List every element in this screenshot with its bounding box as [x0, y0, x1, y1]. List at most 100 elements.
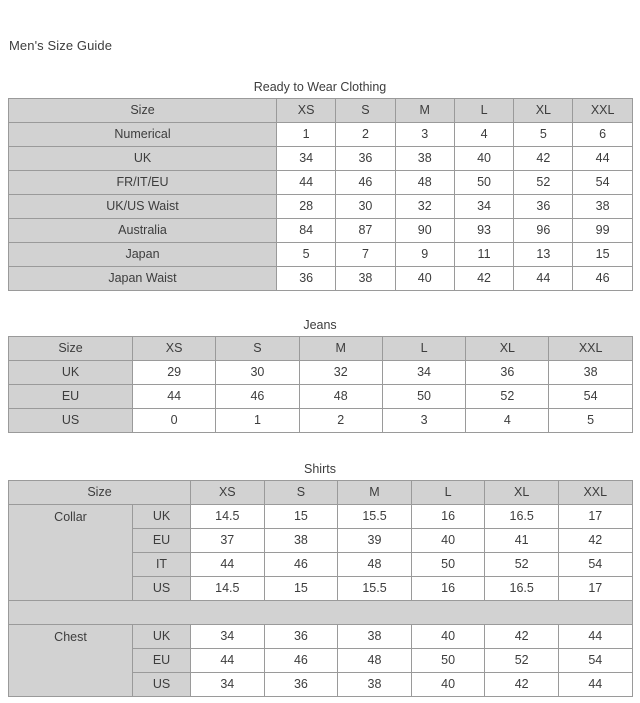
cell-value: 15 — [263, 576, 339, 601]
cell-value: 52 — [484, 552, 559, 577]
table-row: Australia 84 87 90 93 96 99 — [8, 218, 633, 243]
cell-value: 48 — [298, 384, 383, 409]
cell-value: 90 — [394, 218, 455, 243]
row-label: UK — [131, 624, 192, 649]
spacer-cell — [8, 600, 633, 625]
cell-value: 99 — [572, 218, 633, 243]
cell-value: 44 — [572, 146, 633, 171]
cell-value: 0 — [131, 408, 217, 433]
cell-value: 42 — [513, 146, 574, 171]
table-jeans: Size XS S M L XL XXL UK 29 30 32 34 36 3… — [8, 336, 633, 433]
cell-value: 1 — [215, 408, 300, 433]
cell-value: 15.5 — [337, 504, 412, 529]
table-row: US 34 36 38 40 42 44 — [9, 672, 633, 697]
cell-value: 44 — [557, 672, 633, 697]
table-shirts: Size XS S M L XL XXL Collar UK 14.5 15 1… — [7, 480, 633, 697]
cell-value: 29 — [131, 360, 217, 385]
cell-value: 54 — [557, 552, 633, 577]
table-row: Collar UK 14.5 15 15.5 16 16.5 17 — [8, 504, 633, 601]
cell-value: 42 — [453, 266, 515, 291]
table-row: US 0 1 2 3 4 5 — [8, 408, 633, 433]
col-header-s: S — [263, 480, 339, 505]
table-row: EU 44 46 48 50 52 54 — [9, 648, 633, 673]
group-label-collar: Collar — [8, 504, 133, 601]
cell-value: 1 — [275, 122, 337, 147]
section-jeans: Jeans Size XS S M L XL XXL UK 29 30 32 3… — [8, 318, 633, 433]
cell-value: 38 — [337, 624, 412, 649]
cell-value: 16 — [410, 504, 486, 529]
table-title-shirts: Shirts — [304, 462, 336, 476]
cell-value: 46 — [215, 384, 300, 409]
cell-value: 32 — [394, 194, 455, 219]
cell-value: 4 — [453, 122, 515, 147]
cell-value: 34 — [275, 146, 337, 171]
cell-value: 41 — [484, 528, 559, 553]
cell-value: 50 — [453, 170, 515, 195]
table-row: Japan Waist 36 38 40 42 44 46 — [8, 266, 633, 291]
row-label: EU — [131, 648, 192, 673]
cell-value: 44 — [131, 384, 217, 409]
cell-value: 38 — [572, 194, 633, 219]
cell-value: 48 — [337, 648, 412, 673]
cell-value: 38 — [394, 146, 455, 171]
cell-value: 38 — [337, 672, 412, 697]
cell-value: 42 — [557, 528, 633, 553]
row-label: UK/US Waist — [8, 194, 277, 219]
cell-value: 11 — [453, 242, 515, 267]
table-header-row: Size XS S M L XL XXL — [7, 480, 633, 505]
cell-value: 36 — [513, 194, 574, 219]
table-row: UK 29 30 32 34 36 38 — [8, 360, 633, 385]
table-title-jeans: Jeans — [303, 318, 337, 332]
cell-value: 15.5 — [337, 576, 412, 601]
cell-value: 84 — [275, 218, 337, 243]
row-label: Numerical — [8, 122, 277, 147]
col-header-xs: XS — [190, 480, 265, 505]
cell-value: 4 — [465, 408, 550, 433]
row-label: Australia — [8, 218, 277, 243]
table-header-row: Size XS S M L XL XXL — [8, 98, 633, 123]
cell-value: 38 — [263, 528, 339, 553]
cell-value: 93 — [453, 218, 515, 243]
cell-value: 17 — [557, 504, 633, 529]
col-header-m: M — [298, 336, 383, 361]
cell-value: 54 — [548, 384, 633, 409]
table-header-row: Size XS S M L XL XXL — [8, 336, 633, 361]
cell-value: 46 — [263, 648, 339, 673]
col-header-m: M — [394, 98, 455, 123]
page-title: Men's Size Guide — [9, 38, 113, 53]
cell-value: 3 — [381, 408, 467, 433]
cell-value: 96 — [513, 218, 574, 243]
cell-value: 32 — [298, 360, 383, 385]
cell-value: 48 — [394, 170, 455, 195]
cell-value: 3 — [394, 122, 455, 147]
cell-value: 34 — [190, 624, 265, 649]
cell-value: 14.5 — [190, 576, 265, 601]
table-ready-to-wear: Size XS S M L XL XXL Numerical 1 2 3 4 5… — [8, 98, 633, 291]
section-ready-to-wear: Ready to Wear Clothing Size XS S M L XL … — [8, 80, 633, 291]
col-header-xs: XS — [275, 98, 337, 123]
table-spacer-row — [8, 600, 633, 625]
row-label: US — [8, 408, 133, 433]
cell-value: 36 — [263, 624, 339, 649]
col-header-xxl: XXL — [548, 336, 633, 361]
cell-value: 16.5 — [484, 504, 559, 529]
cell-value: 44 — [190, 648, 265, 673]
col-header-xl: XL — [465, 336, 550, 361]
table-row: Numerical 1 2 3 4 5 6 — [8, 122, 633, 147]
cell-value: 7 — [335, 242, 396, 267]
cell-value: 9 — [394, 242, 455, 267]
col-header-xs: XS — [131, 336, 217, 361]
table-title-ready-to-wear: Ready to Wear Clothing — [253, 80, 387, 94]
cell-value: 52 — [513, 170, 574, 195]
col-header-l: L — [410, 480, 486, 505]
cell-value: 50 — [381, 384, 467, 409]
cell-value: 15 — [263, 504, 339, 529]
cell-value: 36 — [335, 146, 396, 171]
cell-value: 5 — [275, 242, 337, 267]
cell-value: 36 — [465, 360, 550, 385]
cell-value: 46 — [572, 266, 633, 291]
row-label: UK — [131, 504, 192, 529]
cell-value: 44 — [275, 170, 337, 195]
section-shirts: Shirts Size XS S M L XL XXL Collar UK 14… — [7, 462, 633, 697]
row-label: EU — [131, 528, 192, 553]
